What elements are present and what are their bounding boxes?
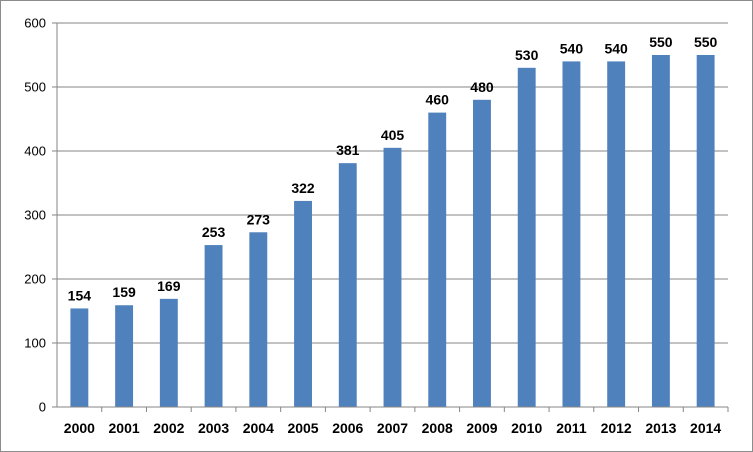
y-tick-label: 100: [24, 336, 46, 351]
x-tick-label: 2007: [377, 420, 408, 436]
y-tick-label: 300: [24, 208, 46, 223]
bar: [294, 200, 312, 407]
bar: [204, 245, 223, 407]
data-label: 540: [560, 40, 584, 56]
bar: [562, 61, 581, 408]
x-tick-label: 2008: [422, 420, 453, 436]
x-tick-label: 2005: [287, 420, 318, 436]
x-tick-label: 2011: [556, 420, 587, 436]
data-label: 154: [68, 287, 92, 303]
x-tick-label: 2013: [645, 420, 676, 436]
x-tick-label: 2010: [511, 420, 542, 436]
x-axis-tick-labels: 2000 2001 2002 2003 2004 2005 2006 2007 2008 2009…: [64, 420, 722, 436]
bar: [70, 308, 89, 407]
data-label: 460: [426, 92, 450, 108]
bar: [696, 55, 715, 407]
y-tick-label: 200: [24, 272, 46, 287]
bar: [607, 61, 626, 408]
x-tick-label: 2012: [601, 420, 632, 436]
x-tick-label: 2001: [109, 420, 140, 436]
x-tick-label: 2009: [466, 420, 497, 436]
axes: [52, 22, 729, 412]
data-label: 550: [649, 34, 673, 50]
data-label: 530: [515, 47, 539, 63]
bar: [517, 67, 536, 408]
x-tick-label: 2006: [332, 420, 363, 436]
bar: [473, 99, 491, 408]
data-label: 381: [336, 142, 360, 158]
y-tick-label: 500: [24, 80, 46, 95]
data-label: 322: [291, 180, 315, 196]
data-label: 480: [470, 79, 494, 95]
y-tick-label: 600: [24, 16, 46, 31]
y-axis-tick-labels: 0 100 200 300 400 500 600: [24, 16, 46, 415]
data-label: 405: [381, 127, 405, 143]
bar: [428, 112, 447, 407]
bar: [249, 232, 268, 407]
data-label: 159: [112, 284, 136, 300]
bar: [651, 55, 670, 407]
bars: [70, 55, 715, 408]
bar: [159, 298, 178, 407]
bar: [115, 305, 134, 407]
y-tick-label: 0: [39, 400, 46, 415]
x-tick-label: 2014: [690, 420, 721, 436]
data-label: 273: [247, 211, 271, 227]
data-label: 540: [604, 40, 628, 56]
bar: [338, 163, 357, 407]
data-labels: 154 159 169 253 273 322 381 405 460 480 530 540 540 5…: [68, 34, 718, 303]
data-label: 550: [694, 34, 718, 50]
x-tick-label: 2000: [64, 420, 95, 436]
x-tick-label: 2004: [243, 420, 274, 436]
y-tick-label: 400: [24, 144, 46, 159]
x-tick-label: 2003: [198, 420, 229, 436]
bar: [383, 147, 402, 408]
data-label: 169: [157, 278, 181, 294]
x-tick-label: 2002: [153, 420, 184, 436]
data-label: 253: [202, 224, 226, 240]
